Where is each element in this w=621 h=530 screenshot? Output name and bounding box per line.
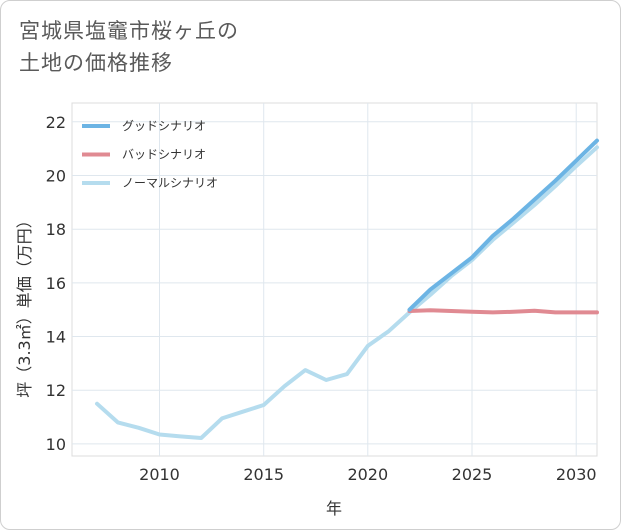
y-tick-label: 22 [46, 113, 66, 132]
y-tick-label: 12 [46, 381, 66, 400]
y-tick-label: 20 [46, 167, 66, 186]
x-axis-label: 年 [326, 499, 342, 518]
title-line-2: 土地の価格推移 [19, 51, 173, 75]
plot-area [71, 102, 598, 457]
legend-label: バッドシナリオ [122, 148, 206, 162]
series-line-0 [407, 138, 599, 312]
x-tick-label: 2030 [556, 465, 597, 484]
legend-label: グッドシナリオ [122, 119, 206, 133]
title-line-1: 宮城県塩竈市桜ヶ丘の [19, 19, 239, 43]
y-tick-label: 18 [46, 220, 66, 239]
legend-label: ノーマルシナリオ [122, 176, 218, 190]
y-tick-label: 14 [46, 328, 66, 347]
series-lines [95, 138, 599, 440]
y-axis-label: 坪（3.3㎡）単価（万円） [15, 212, 34, 397]
chart-title: 宮城県塩竈市桜ヶ丘の 土地の価格推移 [19, 15, 239, 79]
y-tick-label: 10 [46, 435, 66, 454]
x-tick-label: 2020 [347, 465, 388, 484]
series-line-2 [95, 145, 599, 440]
grid-lines [72, 103, 597, 456]
x-tick-label: 2025 [452, 465, 493, 484]
axis-ticks: 2010 2015 2020 2025 2030 10 12 14 16 18 20 22 [46, 113, 597, 484]
y-tick-label: 16 [46, 274, 66, 293]
series-line-1 [407, 308, 599, 315]
x-tick-label: 2015 [243, 465, 284, 484]
x-tick-label: 2010 [139, 465, 180, 484]
